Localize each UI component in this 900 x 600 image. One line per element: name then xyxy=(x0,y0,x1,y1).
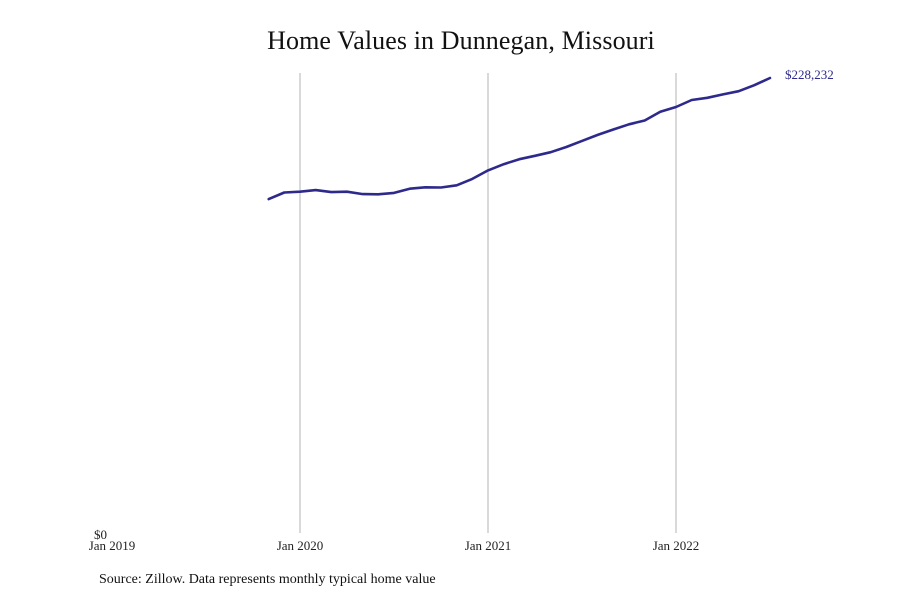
data-point xyxy=(549,151,552,154)
x-tick-label: Jan 2019 xyxy=(89,538,136,553)
data-point xyxy=(534,155,537,158)
data-point xyxy=(675,106,678,109)
data-point xyxy=(361,193,364,196)
data-point xyxy=(377,193,380,196)
data-points xyxy=(267,77,771,201)
data-point xyxy=(267,198,270,201)
source-note: Source: Zillow. Data represents monthly … xyxy=(99,572,436,587)
data-point xyxy=(737,90,740,93)
data-point xyxy=(424,186,427,189)
gridlines xyxy=(299,73,677,533)
data-point xyxy=(690,99,693,102)
data-point xyxy=(596,134,599,137)
data-point xyxy=(502,163,505,166)
x-tick-label: Jan 2022 xyxy=(653,538,700,553)
chart-title: Home Values in Dunnegan, Missouri xyxy=(267,26,655,55)
series-lines xyxy=(267,76,772,201)
data-point xyxy=(722,93,725,96)
series-line xyxy=(267,76,772,201)
data-point xyxy=(581,140,584,143)
data-point xyxy=(455,184,458,187)
data-point xyxy=(330,191,333,194)
data-point xyxy=(440,186,443,189)
axis-labels: Jan 2019 Jan 2020 Jan 2021 Jan 2022 $0 $228,2… xyxy=(89,67,834,553)
data-point xyxy=(612,128,615,131)
data-point xyxy=(518,158,521,161)
x-tick-label: Jan 2021 xyxy=(465,538,512,553)
data-point xyxy=(706,97,709,100)
data-point xyxy=(471,178,474,181)
data-point xyxy=(346,190,349,193)
data-point xyxy=(565,146,568,149)
data-point xyxy=(659,110,662,113)
end-value-label: $228,232 xyxy=(785,67,834,82)
y-tick-label: $0 xyxy=(94,527,107,542)
data-point xyxy=(393,192,396,195)
data-point xyxy=(628,123,631,126)
data-point xyxy=(283,191,286,194)
data-point xyxy=(769,77,772,80)
data-point xyxy=(487,169,490,172)
data-point xyxy=(299,190,302,193)
data-point xyxy=(314,189,317,192)
data-point xyxy=(408,187,411,190)
data-point xyxy=(753,84,756,87)
data-point xyxy=(643,119,646,122)
x-tick-label: Jan 2020 xyxy=(277,538,324,553)
